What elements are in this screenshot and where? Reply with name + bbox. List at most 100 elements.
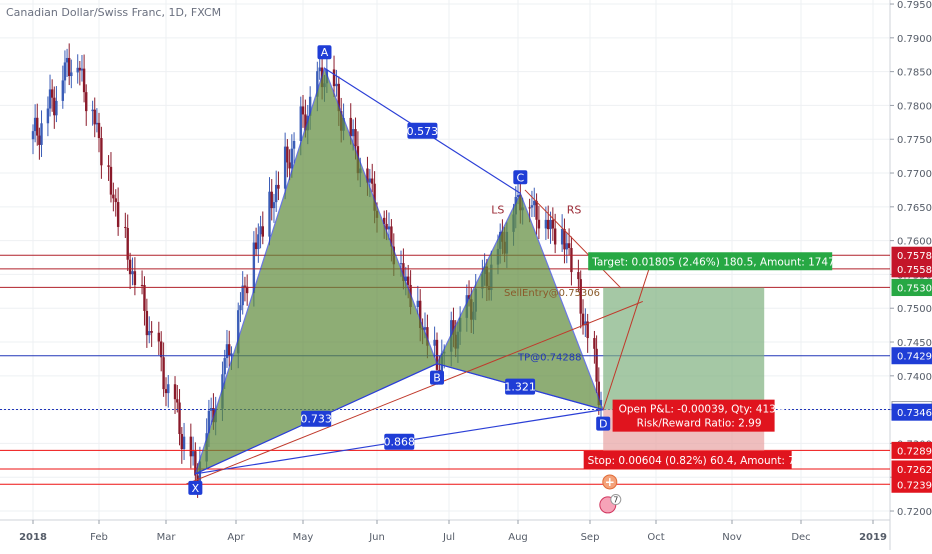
shoulder-label: RS (567, 204, 582, 217)
candle-body (553, 228, 557, 245)
pattern-point-label: B (433, 372, 441, 385)
candle-body (237, 310, 240, 354)
pattern-bcd-fill (436, 191, 605, 411)
candle-body (167, 384, 170, 394)
x-tick-label: Feb (90, 532, 108, 543)
candle-body (304, 114, 307, 131)
candle-body (535, 200, 538, 220)
target-zone (603, 287, 765, 410)
candle-body (61, 80, 65, 101)
candle-body (191, 451, 195, 457)
candle-body (109, 166, 113, 195)
candle-body (385, 223, 388, 230)
candle-body (178, 402, 181, 435)
candle-body (239, 305, 242, 311)
candle-body (452, 320, 455, 335)
projection-arrow (602, 267, 650, 410)
candle-body (332, 69, 336, 87)
candle-body (93, 109, 96, 125)
candle-body (416, 300, 419, 308)
candle-body (85, 92, 88, 112)
candle-body (593, 338, 596, 349)
axis-price-badge-label: 0.72396 (897, 480, 932, 491)
candle-body (283, 146, 287, 189)
candle-body (140, 284, 144, 286)
candle-body (586, 321, 589, 339)
event-count-badge (610, 494, 622, 506)
ratio-badge (505, 378, 536, 395)
candle-body (354, 129, 357, 147)
ratio-label: 1.321 (504, 381, 536, 394)
candle-body (551, 219, 555, 229)
candle-body (114, 198, 117, 203)
candle-body (435, 339, 439, 370)
candle-body (209, 408, 213, 411)
candle-body (107, 165, 110, 167)
candle-body (180, 434, 184, 450)
x-tick-label: Jun (368, 532, 385, 543)
candle-body (560, 229, 564, 245)
y-tick-label: 0.72000 (897, 507, 932, 518)
candle-body (148, 331, 151, 336)
axis-price-badge (891, 260, 932, 278)
neckline-trendline (186, 300, 643, 485)
candle-body (225, 344, 229, 359)
candle-body (337, 83, 341, 112)
candle-body (33, 117, 37, 132)
candle-body (402, 263, 405, 281)
candle-body (207, 410, 211, 434)
chart-title: Canadian Dollar/Swiss Franc, 1D, FXCM (6, 6, 222, 19)
candle-body (78, 67, 82, 71)
axis-price-badge (891, 279, 932, 297)
axis-price-badge-label: 0.75784 (897, 251, 932, 262)
candle-body (97, 122, 101, 139)
downtrend-line (524, 189, 622, 289)
candle-body (116, 202, 120, 227)
axis-price-badge-label: 0.73462 (897, 408, 932, 419)
axis-price-badge-label: 0.74297 (897, 352, 932, 363)
candle-body (259, 226, 262, 235)
candle-body (230, 353, 233, 356)
pattern-point-badge (513, 170, 528, 185)
candle-body (55, 100, 58, 116)
axis-price-badge-label: 0.72622 (897, 465, 932, 476)
candle-body (173, 384, 177, 400)
candle-body (528, 207, 531, 209)
candle-body (182, 436, 186, 450)
ratio-badge (384, 433, 415, 450)
candle-body (128, 259, 132, 275)
candle-body (368, 178, 372, 183)
candle-body (537, 219, 541, 229)
x-tick-label: Mar (157, 532, 177, 543)
candle-body (533, 200, 536, 206)
x-tick-label: Nov (722, 532, 742, 543)
x-tick-label: May (293, 532, 314, 543)
candle-body (63, 62, 67, 81)
candle-body (150, 331, 153, 333)
candle-body (254, 242, 258, 250)
candle-body (143, 285, 146, 311)
stop-label: Stop: 0.00604 (0.82%) 60.4, Amount: 750 (588, 455, 809, 467)
open-pl-label: Open P&L: -0.00039, Qty: 41390 (619, 404, 790, 416)
ratio-badge (301, 410, 332, 427)
candle-body (373, 183, 376, 211)
candle-body (516, 195, 520, 197)
pattern-point-badge (188, 480, 203, 495)
target-label-box (588, 252, 833, 271)
x-tick-label: Dec (791, 532, 810, 543)
open-pl-box (612, 399, 775, 432)
candle-body (76, 67, 79, 73)
ratio-label: 0.868 (384, 436, 416, 449)
candle-body (399, 263, 403, 265)
target-label: Target: 0.01805 (2.46%) 180.5, Amount: 1… (591, 256, 851, 268)
candle-body (423, 327, 427, 330)
candle-body (70, 72, 73, 77)
stop-label-box (583, 450, 792, 469)
axis-price-badge-label: 0.75306 (897, 284, 932, 295)
